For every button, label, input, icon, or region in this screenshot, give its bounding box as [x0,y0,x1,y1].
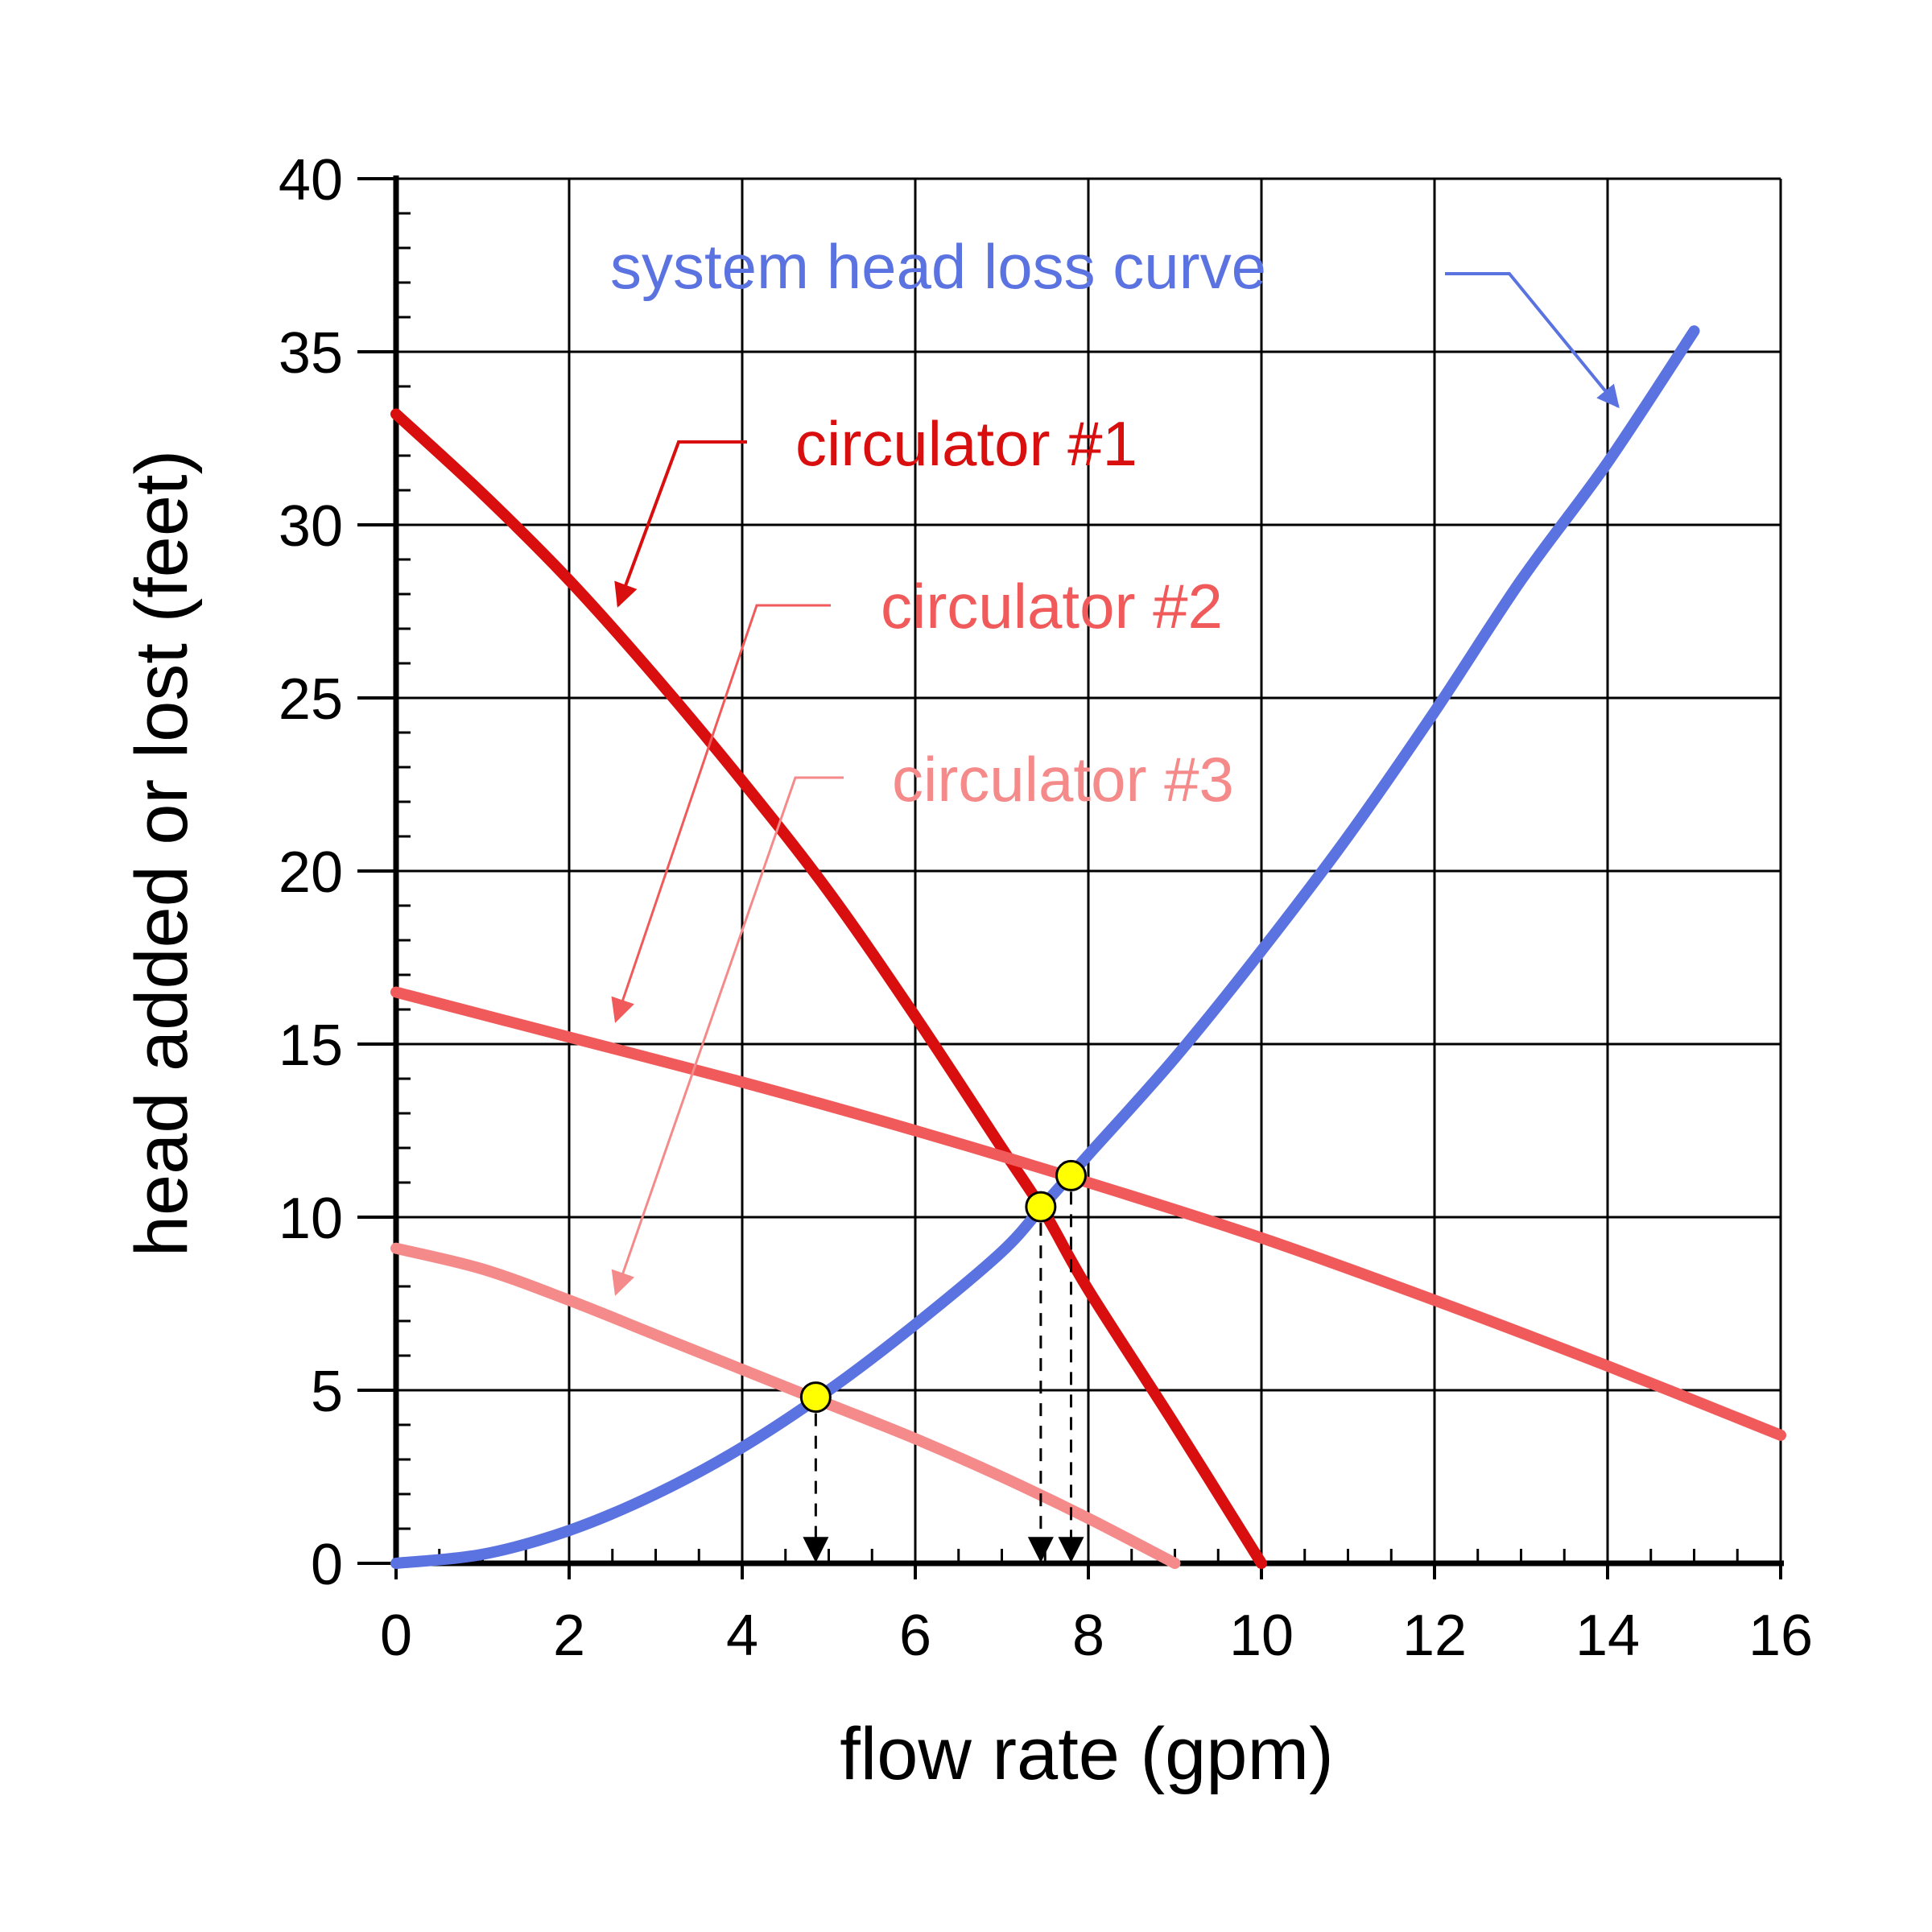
series-label-circulator-3: circulator #3 [892,744,1234,815]
operating-points [799,1159,1087,1414]
y-tick-label: 10 [279,1187,343,1251]
label-pointer-circulator-3 [611,776,844,1296]
x-tick-label: 16 [1748,1604,1813,1668]
label-pointer-circulator-2 [611,604,831,1023]
grid [394,177,1782,1565]
y-tick-label: 25 [279,667,343,732]
x-tick-label: 14 [1575,1604,1640,1668]
y-tick-label: 35 [279,321,343,386]
x-tick-label: 8 [1072,1604,1104,1668]
x-tick-label: 0 [380,1604,412,1668]
series-line-circulator-2 [390,986,1786,1441]
operating-point-marker [799,1381,832,1414]
series-line-circulator-3 [390,1242,1181,1569]
tick-labels: 0 2 4 6 8 10 12 14 16 0 5 10 15 20 25 30 35 40 [279,148,1813,1668]
x-tick-label: 2 [553,1604,585,1668]
axes [393,175,1784,1567]
series-label-circulator-1: circulator #1 [795,408,1137,479]
minor-ticks [357,177,1782,1579]
curve-labels: system head loss curve circulator #1 cir… [610,231,1620,1296]
y-tick-label: 0 [311,1533,343,1597]
y-axis-title: head added or lost (feet) [121,450,203,1257]
x-tick-label: 10 [1229,1604,1294,1668]
series-label-circulator-2: circulator #2 [881,571,1223,642]
operating-point-marker [1025,1191,1057,1223]
x-tick-label: 12 [1402,1604,1467,1668]
label-pointer-system [1445,272,1620,409]
y-tick-label: 5 [311,1360,343,1424]
y-tick-label: 20 [279,840,343,905]
y-tick-label: 40 [279,148,343,213]
x-tick-label: 4 [726,1604,758,1668]
series-line-circulator-1 [390,408,1267,1569]
y-tick-label: 15 [279,1013,343,1078]
drop-lines [803,1191,1084,1563]
x-tick-label: 6 [899,1604,931,1668]
operating-point-marker [1055,1159,1087,1191]
series-label-system: system head loss curve [610,231,1266,302]
series-line-system [390,325,1700,1569]
label-pointer-circulator-1 [614,440,747,608]
x-axis-title: flow rate (gpm) [840,1713,1334,1795]
y-tick-label: 30 [279,494,343,559]
